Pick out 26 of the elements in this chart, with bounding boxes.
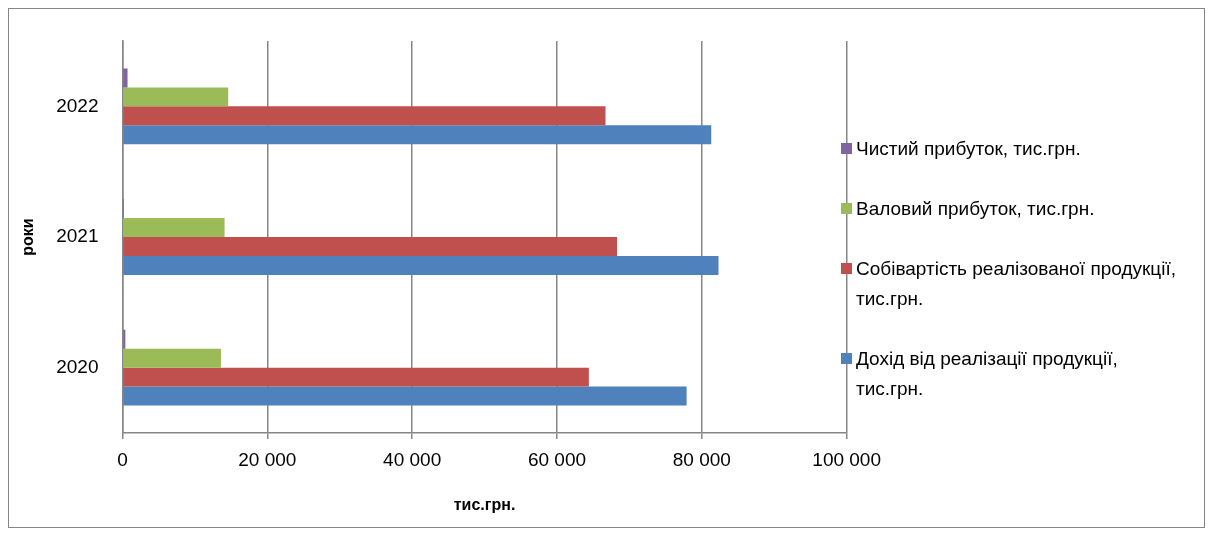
bar (123, 237, 618, 256)
bar (123, 367, 589, 387)
legend-label: Валовий прибуток, тис.грн. (856, 197, 1095, 221)
legend-label: Чистий прибуток, тис.грн. (856, 137, 1081, 161)
x-tick-label: 40 000 (383, 448, 442, 470)
bar (123, 348, 221, 368)
y-tick-label: 2020 (56, 355, 99, 377)
legend-label: Дохід від реалізації продукції, тис.грн. (856, 347, 1119, 401)
bar (123, 329, 126, 349)
y-tick-label: 2022 (56, 94, 99, 116)
x-axis-title: тис.грн. (453, 495, 516, 513)
y-tick-label: 2021 (56, 225, 99, 247)
x-tick-label: 0 (117, 448, 128, 470)
bar (123, 386, 687, 406)
bar (123, 68, 128, 88)
bar (123, 125, 712, 145)
x-tick-label: 20 000 (238, 448, 297, 470)
bar (123, 255, 719, 275)
legend-label: Собівартість реалізованої продукції, тис.грн. (856, 257, 1177, 311)
bar (123, 218, 225, 237)
y-axis-title: роки (19, 218, 37, 256)
bar (123, 106, 606, 126)
x-tick-label: 80 000 (672, 448, 731, 470)
x-tick-label: 100 000 (812, 448, 881, 470)
x-tick-label: 60 000 (527, 448, 587, 470)
bar (123, 87, 229, 107)
